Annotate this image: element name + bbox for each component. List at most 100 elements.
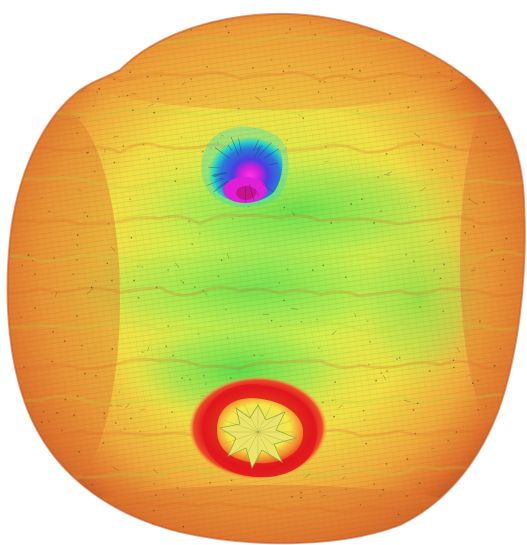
mesh-crack [80,87,86,94]
mesh-speck [484,142,487,144]
mesh-crack [341,476,346,480]
mesh-speck [86,215,89,217]
mesh-crack [255,96,262,102]
mesh-speck [380,38,382,40]
mesh-crack [112,467,120,471]
upper-depression [201,126,289,208]
mesh-speck [153,483,155,485]
peak-mesh-line [232,431,259,454]
mesh-speck [356,110,359,112]
mesh-speck [265,88,267,90]
mesh-speck [332,399,334,401]
mesh-speck [113,78,116,81]
mesh-speck [202,375,205,377]
mesh-speck [115,39,117,41]
mesh-speck [118,391,121,393]
mesh-speck [330,222,332,224]
mesh-speck [316,318,318,321]
mesh-speck [49,115,51,117]
upper-depression-mesh [207,136,280,203]
mesh-speck [439,277,442,279]
mesh-speck [51,360,53,363]
mesh-speck [167,269,169,271]
mesh-speck [322,401,324,403]
depression-mesh-line [257,142,272,157]
mesh-crack [420,187,426,192]
mesh-crack [413,132,421,138]
depression-mesh-line [213,180,230,193]
mesh-speck [163,83,165,85]
depression-mesh-line [217,180,229,189]
mesh-speck [171,411,173,413]
mesh-speck [412,409,415,411]
mesh-speck [73,514,75,516]
mesh-speck [285,147,287,149]
peak-mesh-line [224,431,259,444]
mesh-speck [406,458,409,460]
mesh-speck [83,75,85,77]
mesh-speck [165,426,167,428]
mesh-speck [232,218,234,220]
mesh-speck [473,225,475,228]
mesh-speck [288,65,291,67]
mesh-speck [450,79,452,82]
mesh-speck [424,55,427,57]
contour-line [7,105,525,120]
mesh-speck [130,417,132,420]
mesh-speck [253,354,255,356]
mesh-speck [407,106,409,109]
mesh-speck [270,58,273,61]
mesh-speck [225,308,227,311]
mesh-speck [499,487,502,489]
mesh-speck [87,151,89,154]
mesh-speck [494,365,496,367]
mesh-speck [180,280,182,282]
mesh-speck [375,379,377,382]
mesh-speck [272,87,274,89]
mesh-speck [53,257,55,259]
mesh-speck [77,234,79,236]
mesh-speck [487,468,489,470]
contour-line [7,213,525,226]
mesh-speck [153,112,155,114]
mesh-speck [180,136,183,138]
mesh-speck [350,203,352,205]
mesh-speck [95,280,97,282]
mesh-crack [291,210,295,216]
mesh-speck [322,264,324,267]
mesh-speck [32,259,34,262]
mesh-speck [96,91,98,93]
mesh-crack [175,262,180,268]
mesh-speck [81,344,83,347]
mesh-speck [111,280,113,282]
mesh-crack [125,403,130,409]
mesh-speck [382,489,384,491]
mesh-crack [147,346,150,352]
mesh-speck [342,465,344,468]
mesh-speck [190,78,192,80]
mesh-speck [56,412,58,414]
mesh-crack [227,253,230,259]
mesh-speck [473,267,476,269]
peak-mesh-line [257,420,292,433]
mesh-speck [483,201,485,204]
mesh-speck [35,133,37,136]
depression-mesh-line [253,144,263,158]
mesh-crack [181,82,185,86]
mesh-speck [80,27,83,30]
lower-peak-mesh [222,402,294,462]
mesh-speck [493,24,495,26]
mesh-speck [343,77,345,79]
contour-line [7,250,525,263]
mesh-speck [42,411,45,413]
mesh-speck [451,177,453,179]
mesh-speck [472,504,474,506]
mesh-speck [41,421,43,423]
mesh-speck [99,68,101,70]
contour-line [7,357,525,371]
mesh-crack [427,239,434,243]
mesh-speck [174,180,177,182]
mesh-speck [73,414,75,416]
